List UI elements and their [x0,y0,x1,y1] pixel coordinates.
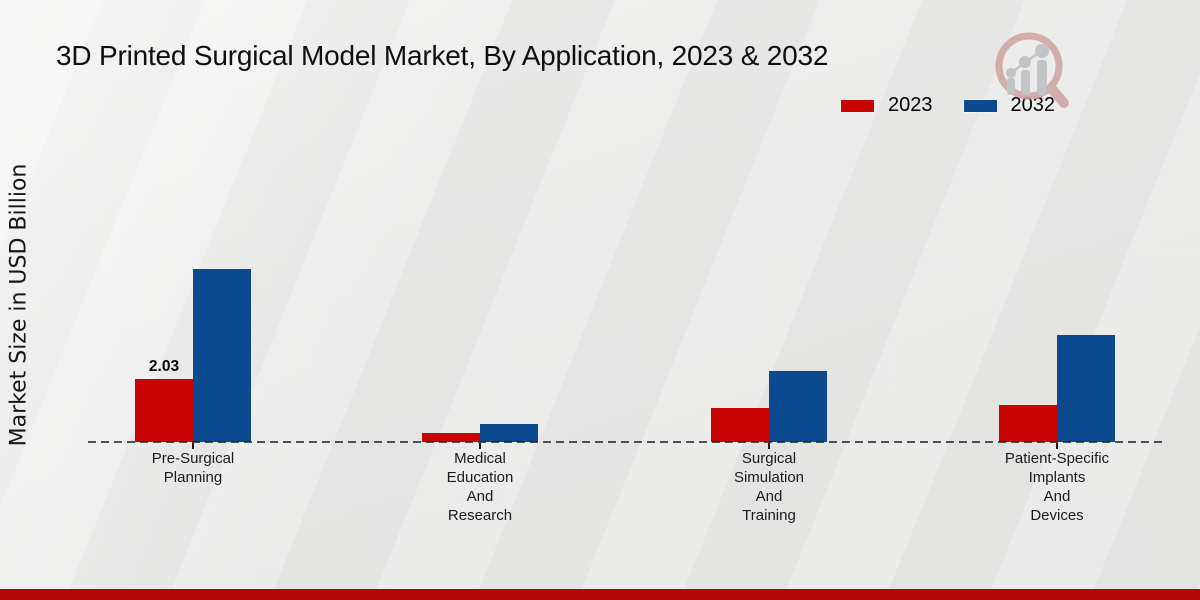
bar-2023-pre-surgical-planning [135,379,193,442]
x-axis-tick [1056,443,1058,449]
x-axis-tick [192,443,194,449]
legend-item-2032: 2032 [962,94,1056,117]
bar-2032-medical-education-and-research [480,424,538,442]
legend-label-2032: 2032 [1010,94,1056,116]
x-axis-baseline [88,441,1164,443]
legend-label-2023: 2023 [888,94,933,116]
legend-swatch-2032-icon [962,98,998,113]
bar-2023-surgical-simulation-and-training [711,408,769,442]
x-axis-category-label-medical-education-and-research: Medical Education And Research [446,450,514,524]
x-axis-category-label-pre-surgical-planning: Pre-Surgical Planning [151,450,235,486]
x-axis-tick [479,443,481,449]
bar-2032-surgical-simulation-and-training [769,371,827,442]
legend: 2023 2032 [840,94,1055,117]
chart-title: 3D Printed Surgical Model Market, By App… [56,40,829,71]
bar-2032-pre-surgical-planning [193,269,251,442]
bar-2032-patient-specific-implants-and-devices [1057,335,1115,442]
footer-accent-bar [0,589,1200,600]
legend-item-2023: 2023 [840,94,933,117]
magnifier-growth-chart-logo-icon [995,32,1069,108]
bar-2023-medical-education-and-research [422,433,480,442]
bar-value-label: 2.03 [148,358,180,375]
x-axis-tick [768,443,770,449]
legend-swatch-2023-icon [840,98,875,113]
x-axis-category-label-surgical-simulation-and-training: Surgical Simulation And Training [733,450,805,524]
x-axis-category-label-patient-specific-implants-and-devices: Patient-Specific Implants And Devices [1004,450,1110,524]
bar-2023-patient-specific-implants-and-devices [999,405,1057,442]
